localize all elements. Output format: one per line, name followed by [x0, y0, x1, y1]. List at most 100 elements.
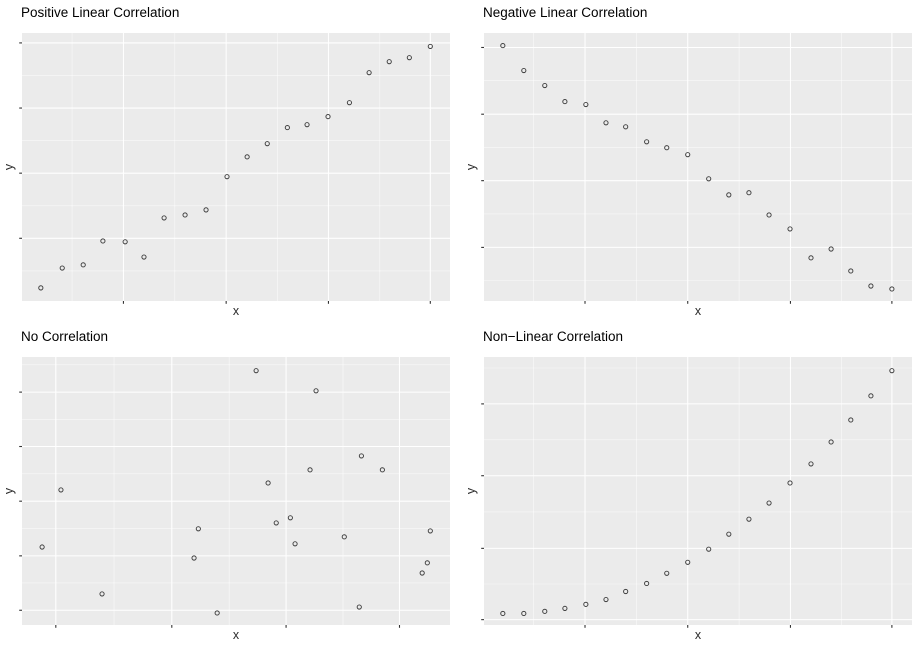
data-point — [39, 543, 45, 550]
data-point — [766, 499, 772, 506]
plot-no-correlation: No Correlation x y — [0, 324, 462, 647]
x-axis-label: x — [694, 304, 702, 318]
data-point — [808, 255, 814, 261]
data-point — [889, 286, 895, 292]
data-point — [406, 55, 412, 61]
data-point — [848, 416, 854, 423]
y-axis-label: y — [464, 163, 478, 171]
data-point — [828, 438, 834, 445]
plot-title: Non−Linear Correlation — [483, 328, 623, 344]
data-point — [38, 285, 44, 291]
data-point — [868, 392, 874, 398]
data-point — [264, 141, 270, 147]
data-point — [787, 479, 793, 486]
data-point — [644, 139, 650, 145]
data-point — [706, 176, 712, 182]
data-point — [542, 82, 548, 89]
data-point — [583, 601, 589, 607]
data-point — [726, 531, 732, 537]
data-point — [346, 100, 352, 106]
plot-panel — [22, 33, 450, 301]
data-point — [787, 226, 793, 232]
data-point — [542, 608, 548, 614]
data-point — [808, 460, 814, 467]
data-point — [521, 67, 527, 74]
data-point — [59, 265, 65, 271]
data-point — [203, 207, 209, 213]
data-point — [848, 268, 854, 274]
data-point — [366, 70, 372, 76]
data-point — [224, 174, 230, 180]
plot-title: No Correlation — [21, 328, 109, 344]
data-point — [195, 525, 201, 531]
scatter-canvas-no-correlation — [19, 356, 450, 628]
data-point — [284, 125, 290, 131]
data-point — [828, 246, 834, 252]
data-point — [868, 283, 874, 289]
scatter-canvas-non-linear — [481, 356, 912, 628]
data-point — [386, 59, 392, 65]
data-point — [424, 559, 430, 565]
data-point — [307, 466, 313, 472]
data-point — [191, 554, 197, 561]
x-axis-label: x — [232, 627, 240, 642]
x-axis-label: x — [694, 627, 702, 642]
data-point — [562, 605, 568, 611]
data-point — [273, 519, 279, 525]
data-point — [356, 603, 362, 610]
data-point — [500, 43, 506, 49]
data-point — [623, 588, 629, 594]
data-point — [358, 452, 364, 458]
data-point — [141, 254, 147, 260]
data-point — [746, 190, 752, 196]
data-point — [182, 212, 188, 218]
data-point — [253, 367, 259, 373]
data-point — [161, 215, 167, 221]
data-point — [325, 114, 331, 120]
data-point — [583, 101, 589, 108]
data-point — [80, 262, 86, 268]
y-axis-label: y — [2, 163, 16, 171]
data-point — [644, 580, 650, 586]
data-point — [766, 212, 772, 218]
data-point — [500, 610, 506, 616]
data-point — [726, 192, 732, 198]
data-point — [214, 609, 220, 616]
data-point — [889, 367, 895, 373]
data-point — [427, 527, 433, 534]
data-point — [419, 569, 425, 576]
data-point — [265, 479, 271, 486]
plot-non-linear-correlation: Non−Linear Correlation x y — [462, 324, 924, 647]
plot-title: Negative Linear Correlation — [483, 5, 648, 20]
data-point — [292, 540, 298, 546]
data-point — [685, 559, 691, 565]
data-point — [685, 152, 691, 158]
plot-positive-linear-correlation: Positive Linear Correlation x y — [0, 0, 462, 324]
data-point — [341, 533, 347, 539]
data-point — [244, 154, 250, 160]
scatter-canvas-positive-linear — [19, 33, 450, 304]
scatter-canvas-negative-linear — [481, 33, 912, 304]
data-point — [427, 43, 433, 49]
data-point — [313, 387, 319, 393]
data-point — [122, 239, 128, 245]
data-point — [706, 546, 712, 552]
data-point — [100, 238, 106, 244]
data-point — [99, 590, 105, 596]
data-point — [58, 486, 64, 493]
plot-panel — [484, 356, 912, 625]
data-point — [623, 124, 629, 130]
data-point — [664, 145, 670, 151]
plot-title: Positive Linear Correlation — [21, 5, 180, 20]
data-point — [304, 122, 310, 128]
y-axis-label: y — [2, 487, 16, 494]
data-point — [562, 99, 568, 105]
data-point — [746, 516, 752, 522]
data-point — [379, 466, 385, 472]
plot-panel — [484, 33, 912, 301]
data-point — [521, 610, 527, 616]
data-point — [664, 570, 670, 576]
y-axis-label: y — [464, 487, 478, 494]
x-axis-label: x — [232, 304, 240, 318]
